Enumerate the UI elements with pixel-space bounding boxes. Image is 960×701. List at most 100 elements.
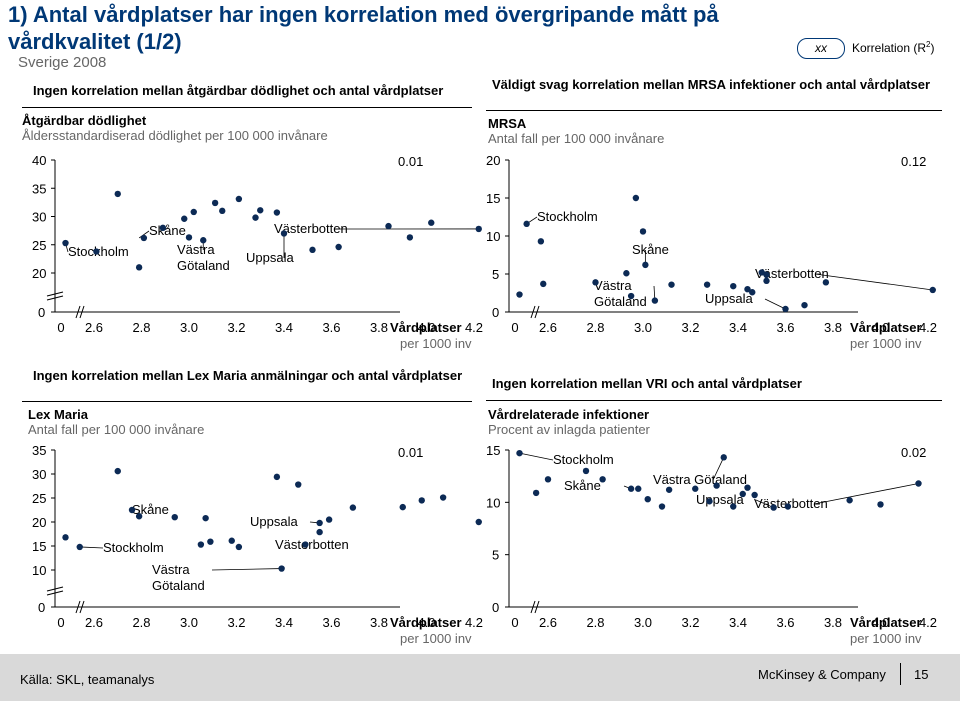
chart3-y-tick-label: 0 bbox=[38, 600, 45, 615]
chart1-y-break bbox=[46, 291, 64, 297]
chart1-y-tick-label: 20 bbox=[32, 266, 46, 281]
chart3-data-point bbox=[114, 467, 121, 475]
chart1-data-label: Uppsala bbox=[246, 250, 294, 265]
chart2-y-tick-label: 20 bbox=[486, 153, 500, 168]
chart1-data-point bbox=[385, 222, 392, 230]
panel3-r2: 0.01 bbox=[398, 445, 424, 460]
chart4-leader-line bbox=[519, 452, 554, 461]
chart4-x-tick-label: 2.8 bbox=[586, 615, 604, 630]
chart3-y-tick-label: 15 bbox=[32, 539, 46, 554]
panel1-divider bbox=[22, 107, 472, 108]
chart3-x-label: Vårdplatser bbox=[390, 615, 462, 630]
chart3-data-label: Västerbotten bbox=[275, 537, 349, 552]
chart1-data-point bbox=[475, 225, 482, 233]
chart3-x-tick-label: 3.0 bbox=[180, 615, 198, 630]
chart1-y-tick-label: 40 bbox=[32, 153, 46, 168]
legend-bubble: xx bbox=[797, 38, 845, 59]
chart1-data-point bbox=[280, 230, 288, 237]
chart3-data-point bbox=[316, 519, 323, 527]
panel2-heading: Väldigt svag korrelation mellan MRSA inf… bbox=[492, 77, 931, 92]
chart1-data-point bbox=[235, 195, 243, 203]
chart3-x-tick-label: 4.0 bbox=[417, 615, 435, 630]
panel4-metric-title: Vårdrelaterade infektioner bbox=[488, 407, 650, 422]
chart3-data-point bbox=[171, 514, 178, 521]
chart1-data-point bbox=[200, 237, 207, 244]
page-title-line1: 1) Antal vårdplatser har ingen korrelati… bbox=[8, 2, 719, 27]
chart1-data-point bbox=[309, 246, 316, 254]
chart1-data-point bbox=[190, 208, 197, 216]
chart2-data-point bbox=[592, 279, 599, 286]
chart1-data-point bbox=[114, 190, 121, 198]
chart3-leader-line bbox=[211, 568, 282, 571]
chart3-data-point bbox=[302, 541, 309, 548]
chart2-data-point bbox=[801, 301, 808, 309]
chart1-data-point bbox=[185, 234, 193, 241]
chart3-data-point bbox=[197, 541, 205, 548]
chart4-data-point bbox=[915, 480, 922, 487]
chart4-x-tick-label: 4.2 bbox=[919, 615, 937, 630]
chart2-data-point bbox=[642, 261, 649, 269]
chart1-data-point bbox=[181, 215, 188, 222]
panel4-divider bbox=[486, 400, 942, 401]
chart4-x-tick-label: 0 bbox=[511, 615, 518, 630]
chart2-x-tick-label: 4.2 bbox=[919, 320, 937, 335]
chart1-data-point bbox=[406, 234, 414, 241]
chart1-y-tick-label: 35 bbox=[32, 181, 46, 196]
chart1-x-break bbox=[75, 305, 81, 319]
chart3-y-tick-label: 35 bbox=[32, 443, 46, 458]
chart4-data-point bbox=[720, 454, 727, 461]
chart3-data-point bbox=[295, 481, 302, 488]
chart4-x-tick-label: 2.6 bbox=[539, 615, 557, 630]
chart4-data-label: Västerbotten bbox=[754, 496, 828, 511]
chart2-data-point bbox=[822, 279, 830, 286]
chart4-data-label: Skåne bbox=[564, 478, 601, 493]
chart4-data-point bbox=[751, 491, 758, 499]
chart1-x-tick-label: 3.4 bbox=[275, 320, 293, 335]
chart2-x-tick-label: 2.8 bbox=[586, 320, 604, 335]
chart3-data-label: Skåne bbox=[132, 502, 169, 517]
chart4-data-point bbox=[627, 485, 635, 492]
chart4-data-point bbox=[532, 489, 540, 497]
chart3-data-point bbox=[135, 513, 143, 520]
chart3-data-point bbox=[207, 538, 214, 545]
chart2-data-point bbox=[730, 282, 737, 290]
chart1-data-point bbox=[211, 199, 219, 207]
chart4-data-label: Uppsala bbox=[696, 492, 744, 507]
chart1-x-tick-label: 3.2 bbox=[227, 320, 245, 335]
chart2-data-label: Stockholm bbox=[537, 209, 598, 224]
chart2-x-break bbox=[530, 305, 536, 319]
chart4-data-point bbox=[846, 497, 853, 504]
panel1-metric-subtitle: Åldersstandardiserad dödlighet per 100 0… bbox=[22, 128, 328, 143]
chart4-x-label: Vårdplatser bbox=[850, 615, 922, 630]
chart2-leader-line bbox=[764, 298, 786, 310]
chart2-x-label: Vårdplatser bbox=[850, 320, 922, 335]
chart4-data-label: Stockholm bbox=[553, 452, 614, 467]
chart3-data-label: Uppsala bbox=[250, 514, 298, 529]
chart3-x-tick-label: 0 bbox=[57, 615, 64, 630]
chart1-data-point bbox=[257, 207, 264, 214]
chart4-data-point bbox=[877, 501, 884, 508]
chart3-x-break bbox=[75, 600, 81, 614]
chart2-data-point bbox=[627, 292, 635, 300]
panel1-r2: 0.01 bbox=[398, 154, 424, 169]
panel4-metric-subtitle: Procent av inlagda patienter bbox=[488, 422, 650, 437]
chart2-data-point bbox=[540, 280, 547, 288]
chart4-x-tick-label: 4.0 bbox=[871, 615, 889, 630]
chart1-data-label: Västerbotten bbox=[274, 221, 348, 236]
chart1-x-label: Vårdplatser bbox=[390, 320, 462, 335]
chart3-x-tick-label: 3.4 bbox=[275, 615, 293, 630]
chart2-x-tick-label: 3.2 bbox=[681, 320, 699, 335]
chart4-data-point bbox=[635, 485, 642, 492]
chart1-x-label-unit: per 1000 inv bbox=[400, 336, 472, 351]
chart2-data-point bbox=[668, 281, 675, 288]
chart2-data-point bbox=[763, 277, 770, 285]
chart4-data-point bbox=[713, 482, 720, 489]
chart2-data-label: Västra Götaland bbox=[594, 278, 647, 309]
chart1-data-point bbox=[335, 243, 342, 251]
chart3-x-tick-label: 3.2 bbox=[227, 615, 245, 630]
chart1-x-tick-label: 4.0 bbox=[417, 320, 435, 335]
chart1-y-break bbox=[46, 295, 64, 301]
chart3-y-tick-label: 20 bbox=[32, 515, 46, 530]
chart3-y-break bbox=[46, 586, 64, 592]
